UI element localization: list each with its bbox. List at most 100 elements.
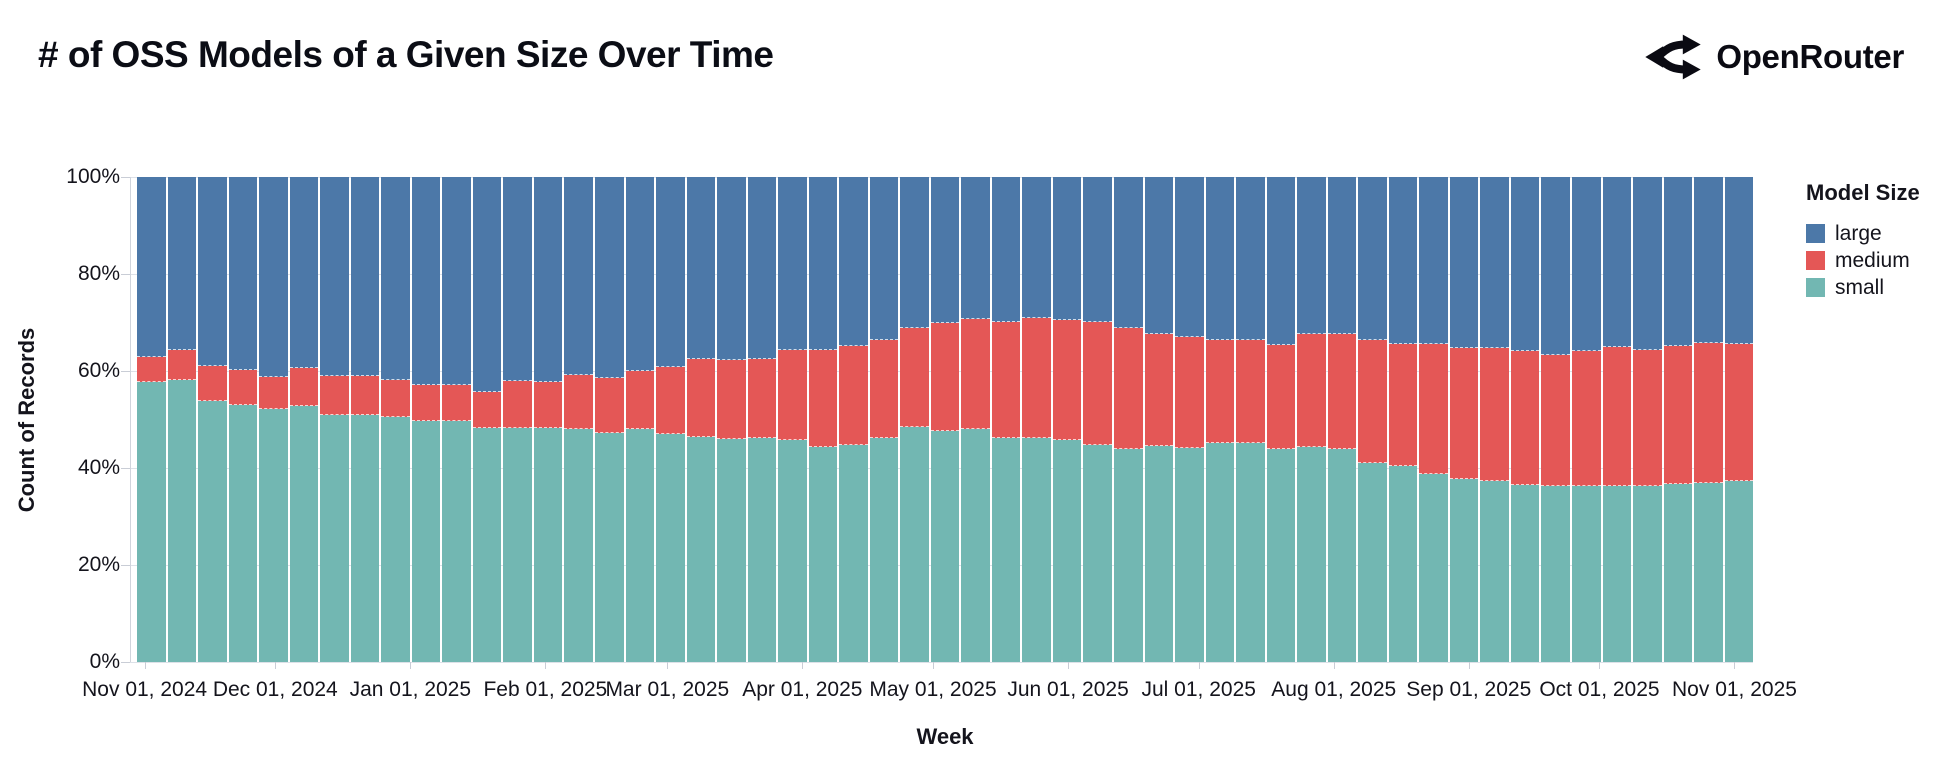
bar-segment-small[interactable] — [961, 429, 990, 662]
bar-segment-large[interactable] — [625, 177, 655, 372]
bar-segment-large[interactable] — [289, 177, 319, 368]
bar-segment-small[interactable] — [869, 437, 899, 662]
bar-segment-large[interactable] — [717, 177, 746, 361]
bar-segment-large[interactable] — [869, 177, 899, 341]
bar-segment-medium[interactable] — [289, 367, 319, 407]
bar-segment-small[interactable] — [320, 414, 349, 662]
bar-segment-medium[interactable] — [1480, 347, 1509, 482]
bar-segment-large[interactable] — [381, 177, 410, 381]
bar-segment-small[interactable] — [198, 400, 227, 662]
bar-segment-large[interactable] — [564, 177, 593, 375]
bar-segment-large[interactable] — [228, 177, 258, 370]
bar-segment-medium[interactable] — [1388, 344, 1418, 467]
bar-segment-medium[interactable] — [533, 382, 563, 428]
bar-segment-medium[interactable] — [1022, 317, 1051, 438]
bar-segment-small[interactable] — [1052, 440, 1082, 662]
bar-segment-medium[interactable] — [1571, 351, 1601, 486]
bar-segment-small[interactable] — [1724, 480, 1754, 662]
bar-segment-large[interactable] — [1327, 177, 1357, 335]
bar-segment-medium[interactable] — [808, 350, 838, 448]
bar-segment-large[interactable] — [1663, 177, 1693, 346]
bar-segment-medium[interactable] — [1236, 339, 1265, 443]
bar-segment-medium[interactable] — [1694, 342, 1723, 483]
bar-segment-small[interactable] — [289, 406, 319, 662]
bar-segment-large[interactable] — [1205, 177, 1235, 341]
bar-segment-large[interactable] — [411, 177, 441, 386]
bar-segment-medium[interactable] — [594, 377, 624, 433]
bar-segment-large[interactable] — [656, 177, 685, 368]
bar-segment-medium[interactable] — [381, 380, 410, 418]
bar-segment-large[interactable] — [533, 177, 563, 383]
bar-segment-small[interactable] — [167, 380, 197, 662]
bar-segment-medium[interactable] — [686, 359, 716, 437]
bar-segment-large[interactable] — [259, 177, 288, 377]
bar-segment-small[interactable] — [1571, 485, 1601, 662]
bar-segment-large[interactable] — [1175, 177, 1204, 337]
bar-segment-large[interactable] — [198, 177, 227, 367]
bar-segment-large[interactable] — [1083, 177, 1112, 322]
bar-segment-medium[interactable] — [717, 360, 746, 440]
bar-segment-large[interactable] — [472, 177, 502, 392]
bar-segment-large[interactable] — [747, 177, 777, 360]
bar-segment-medium[interactable] — [1175, 336, 1204, 448]
bar-segment-small[interactable] — [1297, 447, 1326, 662]
bar-segment-medium[interactable] — [167, 349, 197, 381]
bar-segment-large[interactable] — [1114, 177, 1143, 329]
bar-segment-large[interactable] — [1144, 177, 1174, 334]
bar-segment-large[interactable] — [503, 177, 532, 382]
bar-segment-medium[interactable] — [1541, 354, 1570, 486]
bar-segment-medium[interactable] — [564, 374, 593, 429]
bar-segment-large[interactable] — [137, 177, 166, 358]
bar-segment-large[interactable] — [930, 177, 960, 323]
bar-segment-medium[interactable] — [1205, 340, 1235, 443]
bar-segment-small[interactable] — [778, 440, 807, 662]
bar-segment-medium[interactable] — [228, 369, 258, 405]
bar-segment-medium[interactable] — [1633, 350, 1662, 486]
bar-segment-large[interactable] — [1358, 177, 1387, 340]
bar-segment-small[interactable] — [442, 421, 471, 662]
bar-segment-large[interactable] — [900, 177, 929, 328]
bar-segment-small[interactable] — [1602, 485, 1632, 662]
bar-segment-medium[interactable] — [1144, 333, 1174, 446]
bar-segment-large[interactable] — [1052, 177, 1082, 321]
bar-segment-small[interactable] — [1358, 462, 1387, 662]
bar-segment-medium[interactable] — [1052, 320, 1082, 441]
bar-segment-small[interactable] — [1419, 473, 1448, 662]
bar-segment-small[interactable] — [1388, 466, 1418, 662]
bar-segment-medium[interactable] — [1083, 321, 1112, 445]
bar-segment-small[interactable] — [747, 438, 777, 662]
bar-segment-small[interactable] — [1694, 482, 1723, 662]
bar-segment-small[interactable] — [991, 437, 1021, 662]
bar-segment-medium[interactable] — [778, 349, 807, 441]
bar-segment-medium[interactable] — [320, 375, 349, 415]
bar-segment-small[interactable] — [839, 444, 868, 662]
bar-segment-large[interactable] — [1510, 177, 1540, 352]
bar-segment-large[interactable] — [961, 177, 990, 320]
bar-segment-large[interactable] — [839, 177, 868, 346]
bar-segment-small[interactable] — [594, 432, 624, 662]
bar-segment-large[interactable] — [320, 177, 349, 376]
bar-segment-small[interactable] — [1663, 483, 1693, 662]
bar-segment-medium[interactable] — [1449, 347, 1479, 479]
bar-segment-medium[interactable] — [1663, 345, 1693, 484]
bar-segment-medium[interactable] — [259, 376, 288, 410]
bar-segment-large[interactable] — [1449, 177, 1479, 348]
bar-segment-small[interactable] — [381, 417, 410, 662]
bar-segment-small[interactable] — [137, 382, 166, 662]
bar-segment-large[interactable] — [1541, 177, 1570, 355]
bar-segment-large[interactable] — [1297, 177, 1326, 335]
bar-segment-large[interactable] — [1266, 177, 1296, 345]
bar-segment-small[interactable] — [1266, 448, 1296, 662]
bar-segment-medium[interactable] — [900, 327, 929, 427]
bar-segment-medium[interactable] — [1297, 334, 1326, 448]
bar-segment-medium[interactable] — [1510, 351, 1540, 485]
bar-segment-small[interactable] — [350, 414, 380, 662]
bar-segment-large[interactable] — [1633, 177, 1662, 351]
bar-segment-medium[interactable] — [1419, 344, 1448, 474]
bar-segment-medium[interactable] — [930, 322, 960, 432]
bar-segment-small[interactable] — [1175, 447, 1204, 662]
bar-segment-small[interactable] — [1083, 444, 1112, 662]
bar-segment-small[interactable] — [656, 434, 685, 662]
bar-segment-medium[interactable] — [991, 321, 1021, 438]
bar-segment-small[interactable] — [808, 447, 838, 662]
